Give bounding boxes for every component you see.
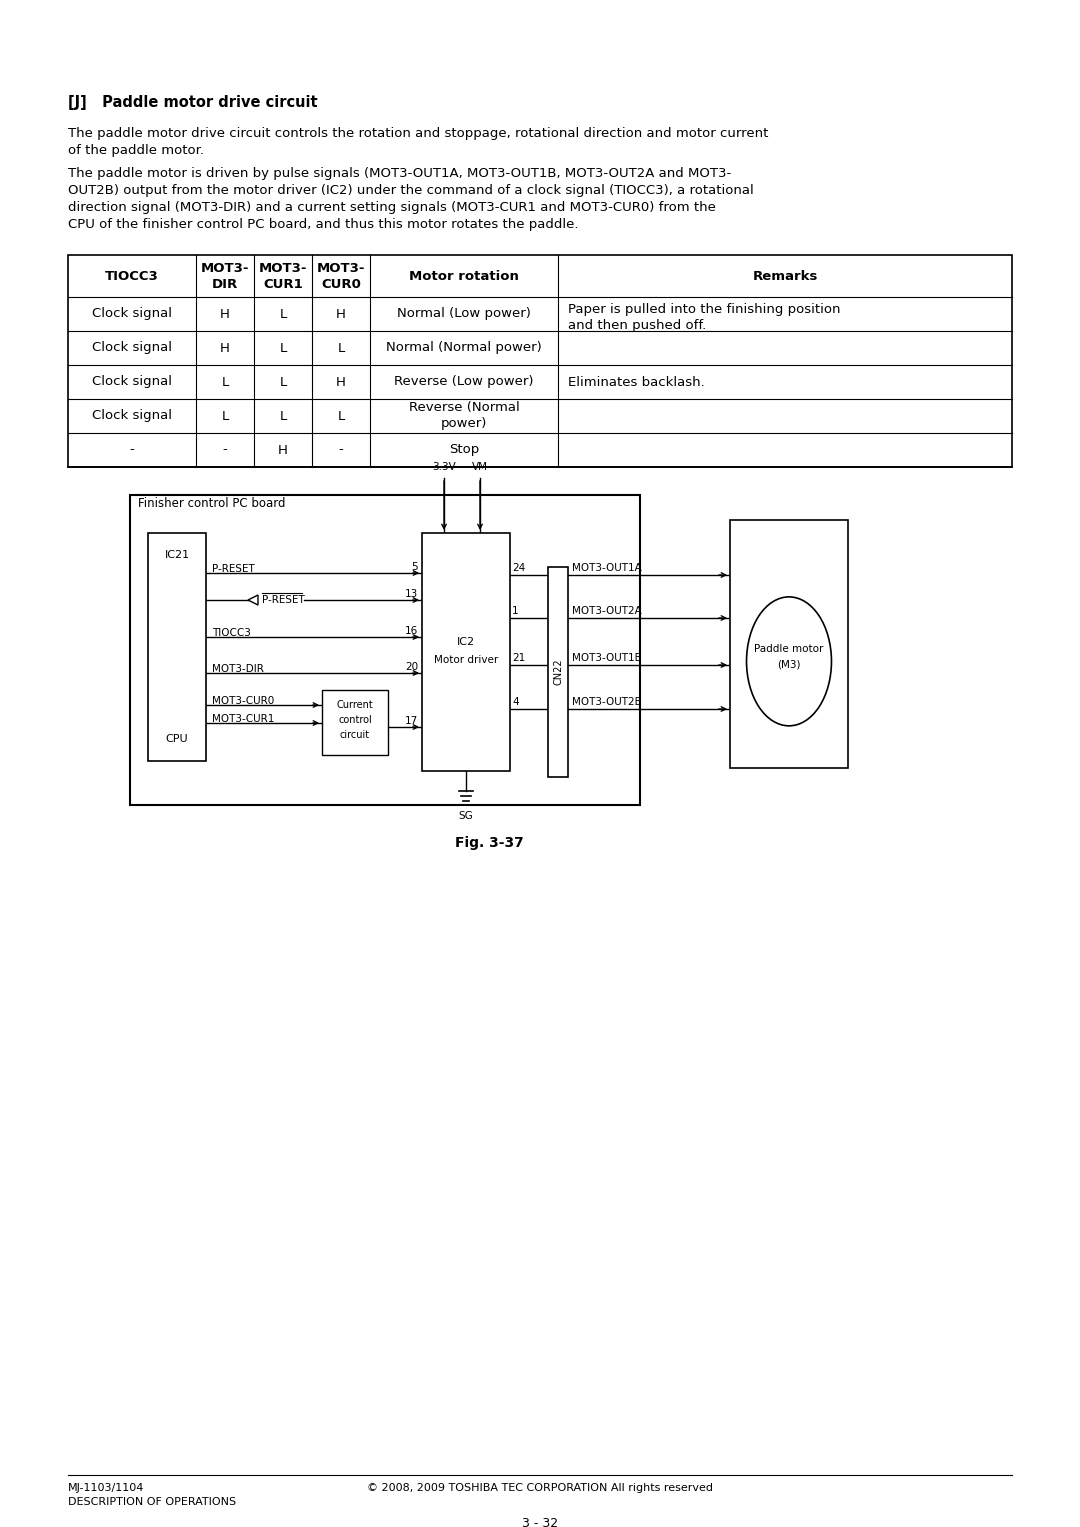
Text: direction signal (MOT3-DIR) and a current setting signals (MOT3-CUR1 and MOT3-CU: direction signal (MOT3-DIR) and a curren… [68, 202, 716, 214]
Text: IC21: IC21 [164, 550, 190, 560]
Bar [422, 533, 510, 771]
Text: [J]   Paddle motor drive circuit: [J] Paddle motor drive circuit [68, 95, 318, 110]
Text: L: L [280, 307, 286, 321]
Text: L: L [280, 342, 286, 354]
Text: DESCRIPTION OF OPERATIONS: DESCRIPTION OF OPERATIONS [68, 1496, 237, 1507]
Text: Normal (Normal power): Normal (Normal power) [387, 342, 542, 354]
Text: CUR1: CUR1 [264, 278, 302, 290]
Text: Remarks: Remarks [753, 269, 818, 282]
Text: Paddle motor: Paddle motor [754, 644, 824, 654]
Text: IC2: IC2 [457, 637, 475, 647]
Text: MOT3-CUR0: MOT3-CUR0 [212, 696, 274, 705]
Text: SG: SG [459, 811, 473, 822]
Text: H: H [278, 443, 288, 457]
Text: Paper is pulled into the finishing position: Paper is pulled into the finishing posit… [568, 302, 840, 316]
Text: Reverse (Normal: Reverse (Normal [408, 402, 519, 414]
Text: Motor driver: Motor driver [434, 655, 498, 664]
Text: Fig. 3-37: Fig. 3-37 [455, 835, 524, 851]
Text: © 2008, 2009 TOSHIBA TEC CORPORATION All rights reserved: © 2008, 2009 TOSHIBA TEC CORPORATION All… [367, 1483, 713, 1493]
Ellipse shape [746, 597, 832, 725]
Text: H: H [336, 307, 346, 321]
Text: CN22: CN22 [553, 658, 563, 686]
Text: DIR: DIR [212, 278, 238, 290]
Text: MOT3-: MOT3- [316, 261, 365, 275]
Text: VM: VM [472, 463, 488, 472]
Text: H: H [220, 342, 230, 354]
Text: MJ-1103/1104: MJ-1103/1104 [68, 1483, 145, 1493]
Text: Normal (Low power): Normal (Low power) [397, 307, 531, 321]
Text: and then pushed off.: and then pushed off. [568, 319, 706, 331]
Bar [730, 521, 848, 768]
Text: H: H [220, 307, 230, 321]
Text: MOT3-OUT2B: MOT3-OUT2B [572, 696, 642, 707]
Text: MOT3-OUT2A: MOT3-OUT2A [572, 606, 642, 615]
Text: MOT3-: MOT3- [259, 261, 307, 275]
Text: 4: 4 [512, 696, 518, 707]
Bar [130, 495, 640, 805]
Text: MOT3-DIR: MOT3-DIR [212, 664, 264, 673]
Text: control: control [338, 715, 372, 725]
Text: Clock signal: Clock signal [92, 342, 172, 354]
Text: CPU: CPU [165, 734, 188, 744]
Text: H: H [336, 376, 346, 388]
Text: L: L [337, 409, 345, 423]
Text: Eliminates backlash.: Eliminates backlash. [568, 376, 705, 388]
Text: Reverse (Low power): Reverse (Low power) [394, 376, 534, 388]
Bar [68, 255, 1012, 467]
Text: -: - [130, 443, 134, 457]
Text: circuit: circuit [340, 730, 370, 741]
Bar [548, 567, 568, 777]
Text: 3 - 32: 3 - 32 [522, 1516, 558, 1527]
Text: Clock signal: Clock signal [92, 376, 172, 388]
Text: P-RESET: P-RESET [212, 563, 255, 574]
Text: 24: 24 [512, 563, 525, 573]
Text: The paddle motor drive circuit controls the rotation and stoppage, rotational di: The paddle motor drive circuit controls … [68, 127, 768, 140]
Text: MOT3-OUT1B: MOT3-OUT1B [572, 654, 642, 663]
Text: L: L [221, 376, 229, 388]
Bar [322, 690, 388, 754]
Text: 17: 17 [405, 716, 418, 725]
Text: CUR0: CUR0 [321, 278, 361, 290]
Text: MOT3-: MOT3- [201, 261, 249, 275]
Text: CPU of the finisher control PC board, and thus this motor rotates the paddle.: CPU of the finisher control PC board, an… [68, 218, 579, 231]
Text: Motor rotation: Motor rotation [409, 269, 518, 282]
Text: 21: 21 [512, 654, 525, 663]
Text: L: L [280, 376, 286, 388]
Text: 3.3V: 3.3V [432, 463, 456, 472]
Text: -: - [222, 443, 228, 457]
Text: TIOCC3: TIOCC3 [212, 628, 251, 638]
Text: L: L [337, 342, 345, 354]
Text: OUT2B) output from the motor driver (IC2) under the command of a clock signal (T: OUT2B) output from the motor driver (IC2… [68, 183, 754, 197]
Text: Finisher control PC board: Finisher control PC board [138, 496, 285, 510]
Polygon shape [248, 596, 258, 605]
Text: 13: 13 [405, 589, 418, 599]
Text: power): power) [441, 417, 487, 431]
Text: Stop: Stop [449, 443, 480, 457]
Text: Clock signal: Clock signal [92, 409, 172, 423]
Text: P-RESET: P-RESET [262, 596, 305, 605]
Text: MOT3-OUT1A: MOT3-OUT1A [572, 563, 642, 573]
Text: 20: 20 [405, 663, 418, 672]
Text: TIOCC3: TIOCC3 [105, 269, 159, 282]
Text: Current: Current [337, 699, 374, 710]
Bar [148, 533, 206, 760]
Text: (M3): (M3) [778, 660, 800, 670]
Text: of the paddle motor.: of the paddle motor. [68, 144, 204, 157]
Text: 1: 1 [512, 606, 518, 615]
Text: 16: 16 [405, 626, 418, 637]
Text: 5: 5 [411, 562, 418, 573]
Text: L: L [280, 409, 286, 423]
Text: -: - [339, 443, 343, 457]
Text: L: L [221, 409, 229, 423]
Text: Clock signal: Clock signal [92, 307, 172, 321]
Text: The paddle motor is driven by pulse signals (MOT3-OUT1A, MOT3-OUT1B, MOT3-OUT2A : The paddle motor is driven by pulse sign… [68, 166, 731, 180]
Text: MOT3-CUR1: MOT3-CUR1 [212, 715, 274, 724]
